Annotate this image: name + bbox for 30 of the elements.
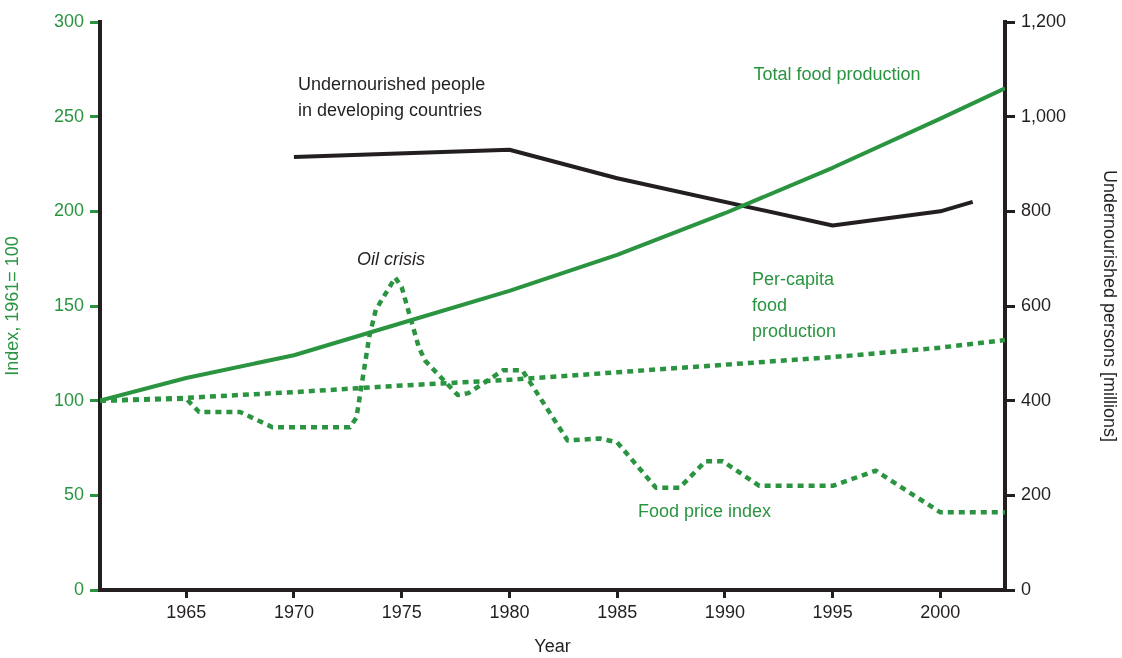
x-tick-label: 1970 bbox=[273, 601, 314, 622]
series-label: Per-capita food production bbox=[752, 268, 837, 341]
y-tick-label: 100 bbox=[53, 389, 84, 410]
y-tick-label: 300 bbox=[53, 10, 84, 31]
x-tick-label: 1995 bbox=[812, 601, 853, 622]
x-tick-label: 1990 bbox=[704, 601, 745, 622]
series-label: Food price index bbox=[638, 500, 772, 521]
y-tick-label: 50 bbox=[63, 484, 84, 505]
y-tick-label: 200 bbox=[53, 200, 84, 221]
y2-tick-label: 1,200 bbox=[1021, 10, 1067, 31]
y2-tick-label: 200 bbox=[1021, 484, 1052, 505]
y-tick-label: 250 bbox=[53, 105, 84, 126]
y2-tick-label: 400 bbox=[1021, 389, 1052, 410]
x-tick-label: 2000 bbox=[920, 601, 961, 622]
y-tick-label: 0 bbox=[73, 578, 84, 599]
y2-tick-label: 600 bbox=[1021, 294, 1052, 315]
y2-tick-label: 800 bbox=[1021, 200, 1052, 221]
y-tick-label: 150 bbox=[53, 294, 84, 315]
y2-axis-title: Undernourished persons [millions] bbox=[1100, 169, 1121, 443]
x-axis-title: Year bbox=[534, 636, 571, 657]
y-axis-title: Index, 1961= 100 bbox=[1, 236, 22, 376]
y2-tick-label: 1,000 bbox=[1021, 105, 1067, 126]
text: Total food production bbox=[753, 63, 921, 84]
x-tick-label: 1985 bbox=[597, 601, 638, 622]
x-tick-label: 1980 bbox=[489, 601, 530, 622]
x-tick-label: 1965 bbox=[166, 601, 207, 622]
x-tick-label: 1975 bbox=[381, 601, 422, 622]
annotation: Oil crisis bbox=[356, 248, 425, 269]
y2-tick-label: 0 bbox=[1021, 578, 1032, 599]
series-label: Undernourished people in developing countries bbox=[298, 73, 486, 120]
